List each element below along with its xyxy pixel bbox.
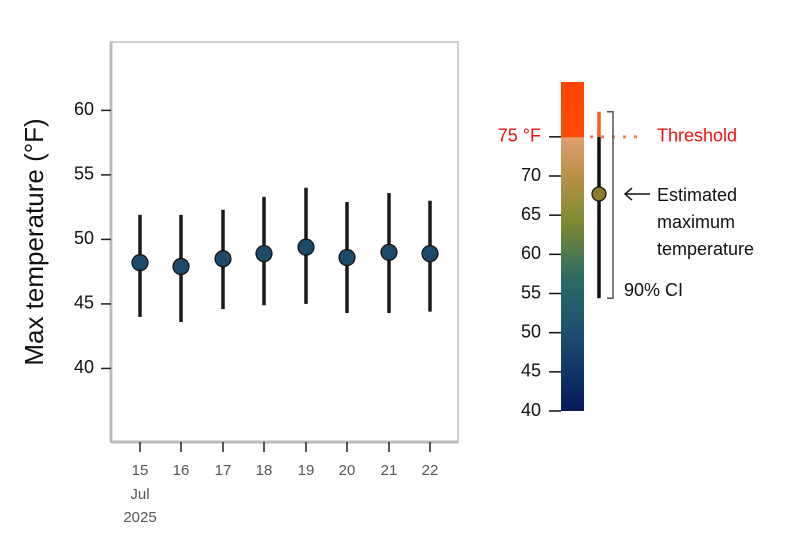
colorbar-tick-label: 75 °F — [498, 126, 541, 146]
threshold-label: Threshold — [657, 126, 737, 146]
point — [380, 243, 398, 261]
x-tick-label: 15 — [132, 462, 149, 479]
x-tick-label: 22 — [422, 462, 439, 479]
colorbar-tick-label: 65 — [521, 204, 541, 224]
colorbar-tick-label: 40 — [521, 400, 541, 420]
colorbar-tick-label: 60 — [521, 243, 541, 263]
x-tick-label: 19 — [298, 462, 315, 479]
x-tick-label: 17 — [215, 462, 232, 479]
point — [421, 245, 439, 263]
colorbar — [561, 82, 584, 411]
plot-frame — [110, 41, 459, 443]
point — [255, 245, 273, 263]
estimate-label: Estimated — [657, 185, 737, 205]
point — [214, 250, 232, 268]
y-tick-label: 50 — [74, 228, 94, 248]
point — [297, 238, 315, 256]
x-tick-label: 21 — [381, 462, 398, 479]
colorbar-tick-label: 70 — [521, 165, 541, 185]
estimate-label: temperature — [657, 239, 754, 259]
ci-label: 90% CI — [624, 280, 683, 300]
y-axis-label: Max temperature (°F) — [19, 118, 49, 365]
colorbar-tick-label: 45 — [521, 361, 541, 381]
point — [338, 248, 356, 267]
annotation-arrow — [623, 187, 650, 201]
point — [172, 257, 190, 276]
y-tick-label: 55 — [74, 164, 94, 184]
point — [131, 254, 149, 272]
y-tick-label: 40 — [74, 357, 94, 377]
y-tick-label: 60 — [74, 99, 94, 119]
x-tick-label: 18 — [256, 462, 273, 479]
estimate-label: maximum — [657, 212, 735, 232]
x-tick-label: 16 — [173, 462, 190, 479]
x-month-label: Jul — [130, 486, 149, 503]
colorbar-tick-label: 55 — [521, 282, 541, 302]
ci-bracket — [607, 111, 614, 299]
y-tick-label: 45 — [74, 293, 94, 313]
x-tick-label: 20 — [339, 462, 356, 479]
estimate-marker — [591, 186, 607, 202]
colorbar-tick-label: 50 — [521, 321, 541, 341]
x-year-label: 2025 — [123, 509, 156, 526]
